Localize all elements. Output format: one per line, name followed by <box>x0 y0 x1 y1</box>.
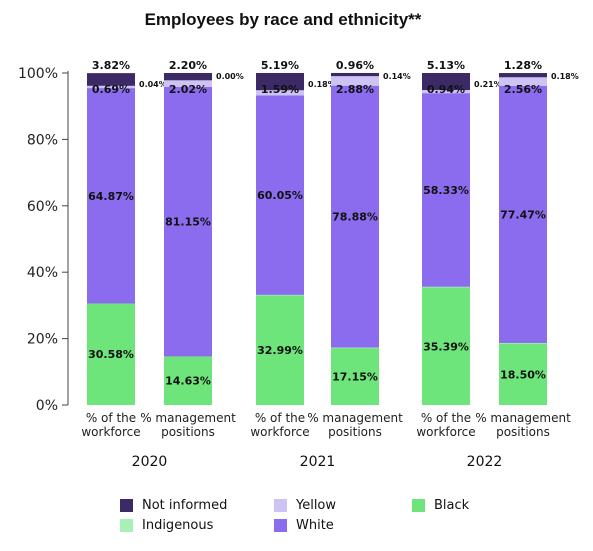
data-label-white: 78.88% <box>332 211 378 224</box>
legend-item-indigenous: Indigenous <box>120 518 213 533</box>
year-label: 2021 <box>300 454 336 470</box>
legend-swatch <box>412 499 425 512</box>
data-label-not-informed: 5.13% <box>427 59 465 72</box>
legend-swatch <box>120 519 133 532</box>
legend-swatch <box>274 519 287 532</box>
year-label: 2022 <box>467 454 503 470</box>
bar-segment-not-informed <box>422 73 470 91</box>
data-label-indigenous: 0.00% <box>216 72 244 81</box>
year-label: 2020 <box>132 454 168 470</box>
data-label-white: 81.15% <box>165 216 211 229</box>
x-category-label: % management <box>307 411 403 425</box>
legend-swatch <box>120 499 133 512</box>
bar-segment-white <box>331 85 379 348</box>
data-label-white: 77.47% <box>500 208 546 221</box>
bar-segment-black <box>87 303 135 405</box>
bar-segment-not-informed <box>164 73 212 81</box>
data-label-white: 58.33% <box>423 184 469 197</box>
bar-segment-white <box>256 95 304 295</box>
legend-item-white: White <box>274 518 334 533</box>
legend-label: Indigenous <box>142 518 214 533</box>
legend-label: Black <box>434 498 470 513</box>
bar-segment-indigenous <box>499 342 547 344</box>
x-category-label: % of the <box>86 411 136 425</box>
bar-segment-black <box>422 287 470 405</box>
legend-item-yellow: Yellow <box>274 498 336 513</box>
legend-label: White <box>296 518 334 533</box>
x-category-label: positions <box>328 425 382 439</box>
x-category-label: % management <box>475 411 571 425</box>
data-label-white: 64.87% <box>88 190 134 203</box>
bar-segment-not-informed <box>331 72 379 77</box>
bar-segment-indigenous <box>422 286 470 288</box>
bar-segment-white <box>499 85 547 343</box>
bar-segment-not-informed <box>87 73 135 86</box>
bar-segment-black <box>331 348 379 405</box>
legend-swatch <box>274 499 287 512</box>
x-category-label: positions <box>161 425 215 439</box>
data-label-yellow: 0.94% <box>427 83 465 96</box>
bar-segment-yellow <box>87 85 135 89</box>
x-category-label: positions <box>496 425 550 439</box>
data-label-not-informed: 5.19% <box>261 59 299 72</box>
bar-segment-not-informed <box>256 73 304 91</box>
data-label-white: 60.05% <box>257 189 303 202</box>
x-category-label: % of the <box>255 411 305 425</box>
bar-segment-yellow <box>256 90 304 96</box>
bar-segment-not-informed <box>499 73 547 78</box>
legend-label: Yellow <box>296 498 337 513</box>
data-label-black: 14.63% <box>165 375 211 388</box>
data-label-black: 30.58% <box>88 348 134 361</box>
y-tick-label: 100% <box>18 66 58 82</box>
data-label-yellow: 2.02% <box>169 83 207 96</box>
x-category-label: workforce <box>81 425 140 439</box>
data-label-yellow: 2.88% <box>336 83 374 96</box>
data-label-indigenous: 0.18% <box>308 80 336 89</box>
bar-segment-yellow <box>499 77 547 86</box>
data-label-black: 35.39% <box>423 340 469 353</box>
bar-segment-white <box>422 93 470 287</box>
legend: Not informed Indigenous Yellow White Black <box>120 498 580 544</box>
legend-item-black: Black <box>412 498 469 513</box>
x-category-label: % management <box>140 411 236 425</box>
legend-item-not-informed: Not informed <box>120 498 227 513</box>
data-label-not-informed: 1.28% <box>504 59 542 72</box>
data-label-indigenous: 0.21% <box>474 80 502 89</box>
y-tick-label: 60% <box>27 199 58 215</box>
bar-segment-white <box>164 87 212 357</box>
x-category-label: workforce <box>416 425 475 439</box>
data-label-black: 17.15% <box>332 371 378 384</box>
y-tick-label: 20% <box>27 332 58 348</box>
data-label-not-informed: 3.82% <box>92 59 130 72</box>
data-label-yellow: 2.56% <box>504 83 542 96</box>
bar-segment-white <box>87 88 135 304</box>
data-label-not-informed: 2.20% <box>169 59 207 72</box>
data-label-black: 32.99% <box>257 344 303 357</box>
bar-segment-indigenous <box>256 294 304 296</box>
bar-segment-yellow <box>331 76 379 86</box>
data-label-black: 18.50% <box>500 368 546 381</box>
data-label-indigenous: 0.04% <box>139 80 167 89</box>
bar-segment-yellow <box>422 90 470 94</box>
data-label-not-informed: 0.96% <box>336 59 374 72</box>
legend-label: Not informed <box>142 498 228 513</box>
x-category-label: % of the <box>421 411 471 425</box>
data-label-indigenous: 0.18% <box>551 72 579 81</box>
chart-title: Employees by race and ethnicity** <box>145 10 422 29</box>
bar-segment-yellow <box>164 80 212 88</box>
y-tick-label: 40% <box>27 265 58 281</box>
x-category-label: workforce <box>250 425 309 439</box>
bar-segment-black <box>256 295 304 405</box>
bar-segment-black <box>499 343 547 405</box>
data-label-yellow: 0.69% <box>92 83 130 96</box>
y-tick-label: 80% <box>27 132 58 148</box>
y-tick-label: 0% <box>36 398 58 414</box>
data-label-yellow: 1.59% <box>261 83 299 96</box>
bar-segment-black <box>164 356 212 405</box>
data-label-indigenous: 0.14% <box>383 72 411 81</box>
